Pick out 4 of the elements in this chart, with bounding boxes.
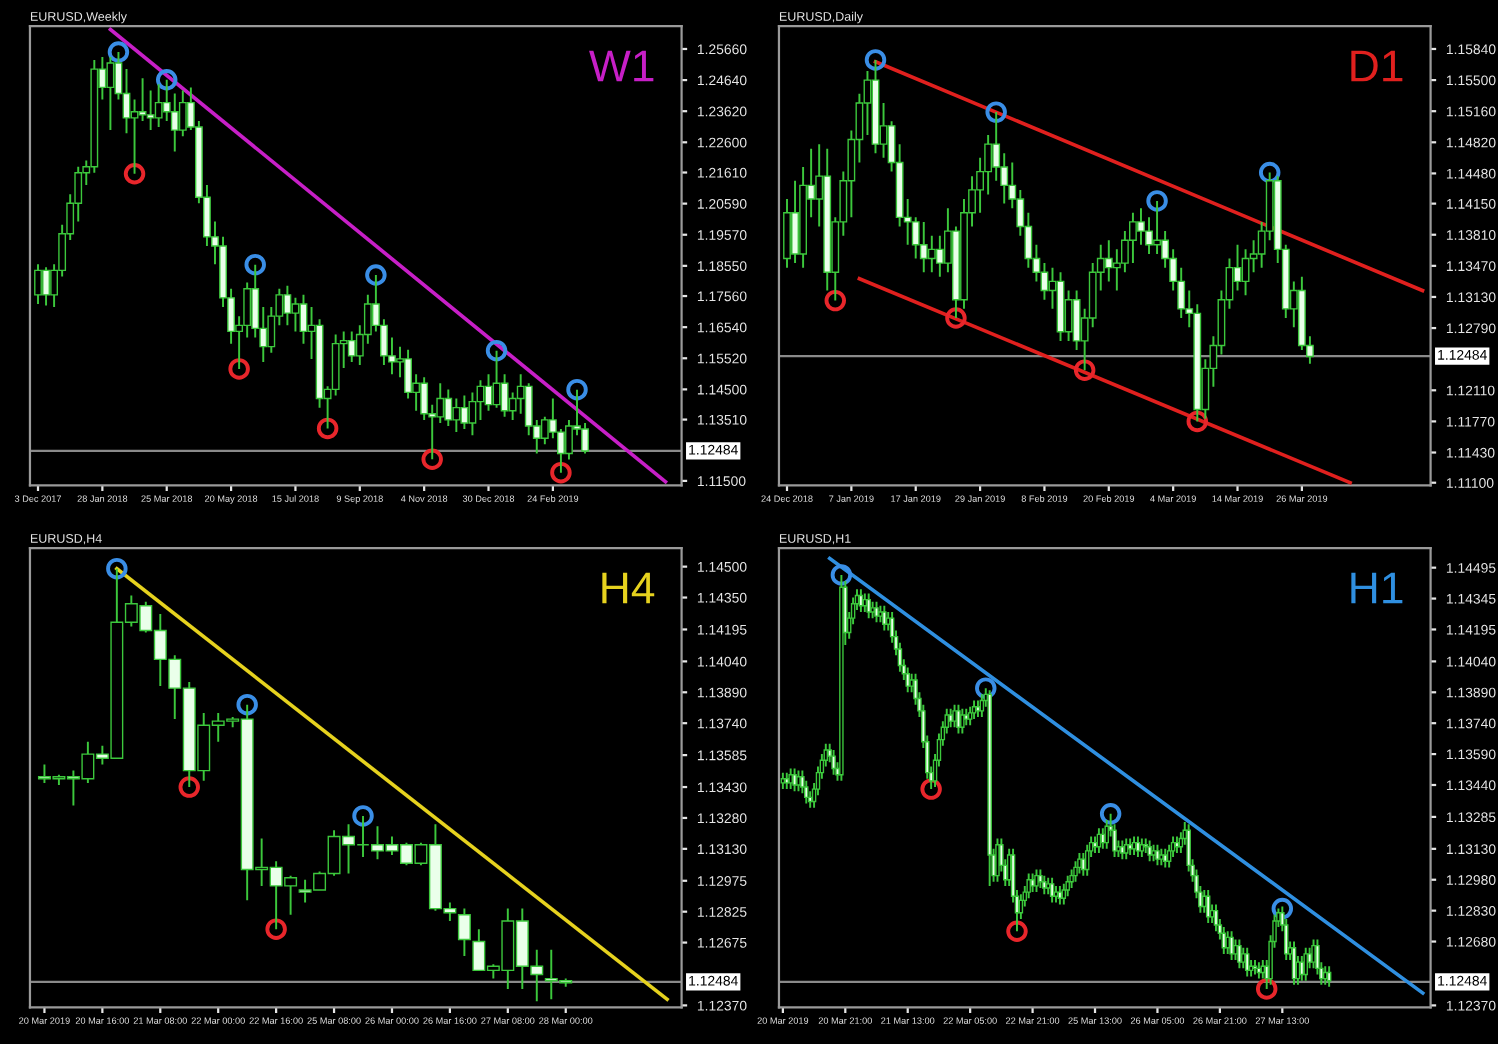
chart-title: W1 [589,50,654,82]
chart-title: H4 [602,572,655,604]
chart-title: D1 [1351,50,1403,82]
chart-title: H1 [1351,572,1403,604]
